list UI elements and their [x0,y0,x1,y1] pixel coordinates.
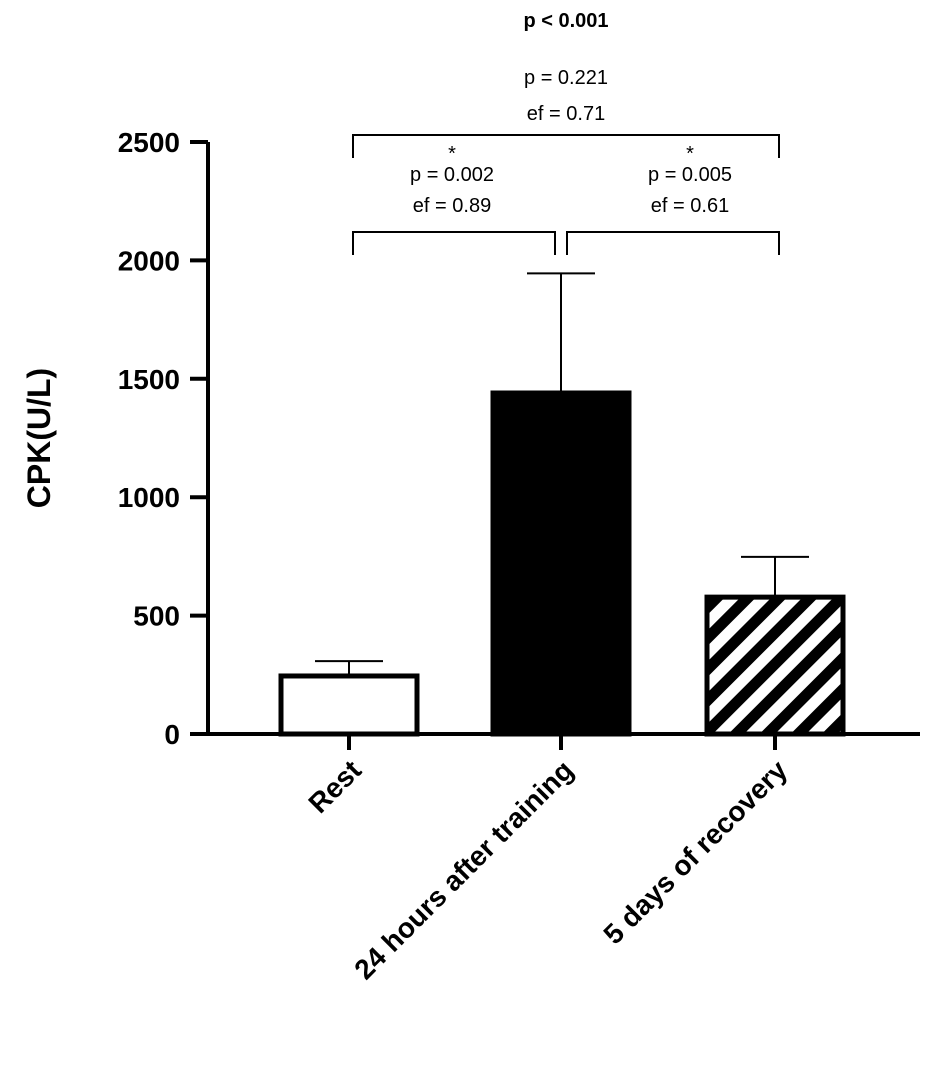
rest-vs-24h-star: * [448,143,456,165]
rest-vs-recovery-p-label: p = 0.221 [524,67,608,89]
bars [278,272,846,737]
bar-2 [704,594,846,737]
x-tick-label: 24 hours after training [348,754,579,985]
y-tick-label: 2000 [118,245,180,276]
y-tick-label: 500 [133,601,180,632]
rest-vs-recovery-bracket [352,134,780,158]
rest-vs-recovery-ef-label: ef = 0.71 [527,103,605,125]
y-tick-label: 0 [164,719,180,750]
y-ticks: 0 500 1000 1500 2000 2500 [118,127,208,750]
y-axis-title: CPK(U/L) [21,368,57,508]
y-tick-label: 1000 [118,482,180,513]
y-tick-label: 1500 [118,364,180,395]
bar-1 [490,390,632,737]
x-tick-label: Rest [302,754,367,819]
rest-vs-24h-p-label: p = 0.002 [410,164,494,186]
24h-vs-recovery-star: * [686,143,694,165]
rest-vs-24h-bracket [352,231,556,255]
24h-vs-recovery-ef-label: ef = 0.61 [651,195,729,217]
x-tick-label: 5 days of recovery [597,754,793,950]
bar-0 [278,673,420,737]
y-tick-label: 2500 [118,127,180,158]
24h-vs-recovery-p-label: p = 0.005 [648,164,732,186]
24h-vs-recovery-bracket [566,231,780,255]
significance-annotations: p < 0.001 p = 0.221 ef = 0.71 * p = 0.00… [352,10,780,255]
overall-p-label: p < 0.001 [523,10,608,32]
rest-vs-24h-ef-label: ef = 0.89 [413,195,491,217]
